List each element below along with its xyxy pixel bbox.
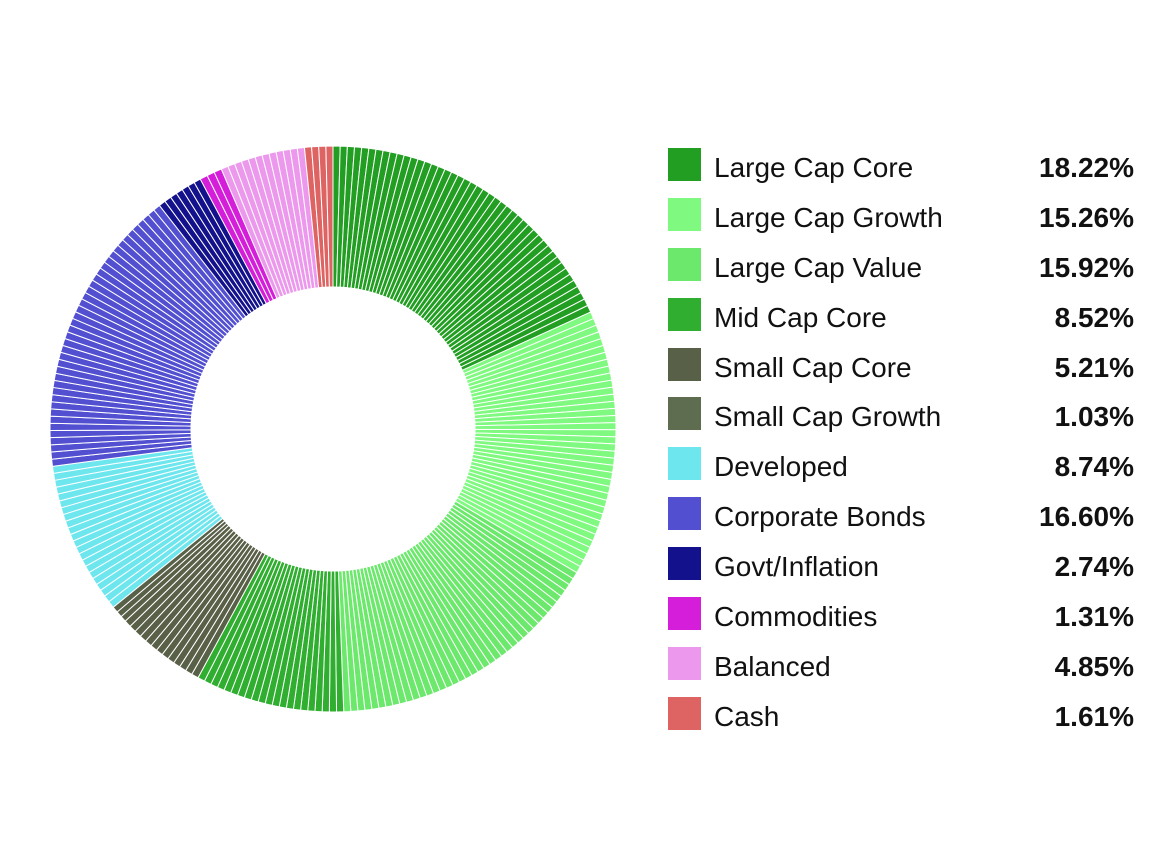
slice-mid-cap-core (197, 553, 345, 713)
legend-label: Corporate Bonds (714, 501, 926, 533)
legend-item-corporate-bonds: Corporate Bonds 16.60% (668, 495, 1134, 545)
slice-small-cap-growth (112, 517, 230, 622)
legend-value: 8.74% (1054, 451, 1134, 483)
slice-commodities (199, 168, 278, 305)
legend-swatch (668, 397, 701, 431)
legend-item-cash: Cash 1.61% (668, 695, 1134, 745)
legend-label: Large Cap Value (714, 251, 923, 283)
legend-item-small-cap-growth: Small Cap Growth 1.03% (668, 395, 1134, 445)
slice-govt-inflation (158, 178, 267, 318)
legend-swatch (668, 597, 701, 631)
slice-developed (51, 447, 224, 608)
legend-value: 1.03% (1054, 401, 1134, 433)
slice-cash (303, 145, 334, 289)
legend-swatch (668, 447, 701, 481)
legend-item-commodities: Commodities 1.31% (668, 595, 1134, 645)
legend-item-govt-inflation: Govt/Inflation 2.74% (668, 545, 1134, 595)
legend-swatch (668, 297, 701, 331)
legend: Large Cap Core 18.22% Large Cap Growth 1… (668, 146, 1134, 745)
legend-label: Developed (714, 451, 848, 483)
legend-label: Small Cap Growth (714, 401, 942, 433)
donut-chart (49, 145, 617, 713)
legend-value: 5.21% (1054, 351, 1134, 383)
slice-corporate-bonds (49, 204, 247, 467)
legend-swatch (668, 497, 701, 531)
legend-label: Cash (714, 700, 780, 732)
legend-value: 15.26% (1039, 201, 1134, 233)
legend-label: Govt/Inflation (714, 551, 879, 583)
legend-value: 15.92% (1039, 251, 1134, 283)
legend-value: 2.74% (1054, 551, 1134, 583)
legend-item-balanced: Balanced 4.85% (668, 645, 1134, 695)
legend-label: Commodities (714, 601, 878, 633)
legend-swatch (668, 148, 701, 181)
slice-small-cap-core (124, 524, 266, 679)
legend-swatch (668, 646, 701, 680)
legend-value: 1.31% (1054, 601, 1134, 633)
legend-item-large-cap-core: Large Cap Core 18.22% (668, 146, 1134, 196)
legend-label: Mid Cap Core (714, 301, 887, 333)
legend-label: Large Cap Growth (714, 201, 943, 233)
legend-item-mid-cap-core: Mid Cap Core 8.52% (668, 296, 1134, 346)
slice-balanced (220, 146, 320, 300)
legend-value: 1.61% (1054, 700, 1134, 732)
legend-value: 18.22% (1039, 152, 1134, 183)
legend-swatch (668, 247, 701, 281)
legend-label: Small Cap Core (714, 351, 912, 383)
legend-value: 8.52% (1054, 301, 1134, 333)
legend-item-large-cap-value: Large Cap Value 15.92% (668, 246, 1134, 296)
slice-large-cap-value (337, 500, 578, 713)
legend-swatch (668, 696, 701, 730)
slice-strip (325, 145, 334, 288)
slice-large-cap-growth (454, 311, 617, 574)
legend-swatch (668, 547, 701, 581)
legend-value: 16.60% (1039, 501, 1134, 533)
legend-item-developed: Developed 8.74% (668, 445, 1134, 495)
legend-label: Balanced (714, 650, 831, 682)
legend-value: 4.85% (1054, 650, 1134, 682)
legend-swatch (668, 347, 701, 381)
slice-large-cap-core (332, 145, 592, 371)
legend-swatch (668, 197, 701, 231)
legend-label: Large Cap Core (714, 152, 914, 183)
legend-item-large-cap-growth: Large Cap Growth 15.26% (668, 196, 1134, 246)
legend-item-small-cap-core: Small Cap Core 5.21% (668, 346, 1134, 396)
